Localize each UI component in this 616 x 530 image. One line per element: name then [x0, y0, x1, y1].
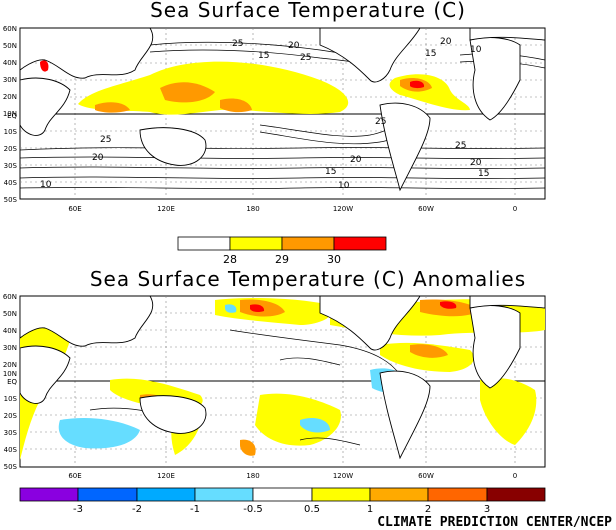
lat-label: 20S — [4, 145, 18, 153]
sst-contour-label: 20 — [288, 41, 300, 51]
lat-label: 60N — [3, 293, 17, 301]
sst-contour-label: 25 — [300, 53, 311, 63]
lat-label: 30N — [3, 344, 17, 352]
sst-contour-label: 15 — [478, 169, 489, 179]
lat-label: 50N — [3, 310, 17, 318]
lat-label: 50N — [3, 42, 17, 50]
lat-label: 30S — [4, 162, 18, 170]
lon-label: 60W — [418, 472, 434, 480]
lat-label: 40N — [3, 327, 17, 335]
lat-label: 10N — [3, 370, 17, 378]
lon-label: 0 — [513, 472, 517, 480]
sst-map: 25 20 15 25 20 15 10 25 20 25 20 15 10 2… — [3, 25, 546, 266]
lat-label: 30S — [4, 429, 18, 437]
colorbar-swatch — [369, 487, 429, 502]
sst-contour-label: 20 — [92, 153, 104, 163]
lon-label: 120W — [333, 205, 353, 213]
sst-contour-label: 20 — [470, 158, 482, 168]
anomaly-map-title: Sea Surface Temperature (C) Anomalies — [89, 267, 527, 291]
colorbar-label: -1 — [190, 504, 200, 515]
lat-label: 50S — [4, 196, 18, 204]
colorbar-label: -0.5 — [243, 504, 263, 515]
sst-contour-label: 15 — [325, 167, 336, 177]
colorbar-label: -3 — [73, 504, 83, 515]
sst-contour-label: 10 — [470, 45, 482, 55]
lon-label: 180 — [246, 205, 259, 213]
sst-contour-label: 20 — [440, 37, 452, 47]
sst-map-title: Sea Surface Temperature (C) — [150, 0, 466, 22]
sst-contour-label: 25 — [375, 117, 386, 127]
lon-label: 120E — [157, 472, 175, 480]
sst-contour-label: 10 — [40, 180, 52, 190]
colorbar-label: 29 — [275, 253, 289, 266]
colorbar-swatch — [311, 487, 371, 502]
lon-label: 120W — [333, 472, 353, 480]
lat-label: 10N — [3, 110, 17, 118]
colorbar-swatch — [136, 487, 196, 502]
colorbar-label: -2 — [132, 504, 142, 515]
lat-label: 10S — [4, 128, 18, 136]
sst-contour-label: 20 — [350, 155, 362, 165]
sst-contour-label: 25 — [232, 39, 243, 49]
lat-label: 10S — [4, 395, 18, 403]
lon-label: 120E — [157, 205, 175, 213]
sst-contour-label: 25 — [100, 135, 111, 145]
lat-label: EQ — [7, 112, 17, 120]
colorbar-swatch — [281, 236, 335, 251]
colorbar-swatch — [177, 236, 231, 251]
lat-label: 50S — [4, 463, 18, 471]
lat-label: 60N — [3, 25, 17, 33]
sst-warm-pool — [40, 60, 470, 115]
lat-label: 20N — [3, 361, 17, 369]
colorbar-label: 0.5 — [304, 504, 320, 515]
colorbar-label: 30 — [327, 253, 341, 266]
colorbar-swatch — [252, 487, 313, 502]
colorbar-label: 3 — [484, 504, 490, 515]
colorbar-swatch — [229, 236, 283, 251]
sst-contour-label: 15 — [425, 49, 436, 59]
lat-label: 30N — [3, 76, 17, 84]
colorbar-swatch — [333, 236, 387, 251]
lon-label: 180 — [246, 472, 259, 480]
colorbar-label: 2 — [425, 504, 431, 515]
sst-colorbar: 28 29 30 — [177, 236, 387, 266]
lon-label: 60E — [68, 472, 81, 480]
lat-label: EQ — [7, 378, 17, 386]
lat-label: 40S — [4, 179, 18, 187]
lat-label: 40S — [4, 446, 18, 454]
colorbar-swatch — [19, 487, 79, 502]
lon-label: 0 — [513, 205, 517, 213]
sst-contour-label: 15 — [258, 51, 269, 61]
colorbar-swatch — [194, 487, 254, 502]
lon-label: 60W — [418, 205, 434, 213]
lat-label: 20N — [3, 93, 17, 101]
colorbar-label: 28 — [223, 253, 237, 266]
colorbar-swatch — [77, 487, 138, 502]
anomaly-colorbar: -3 -2 -1 -0.5 0.5 1 2 3 — [19, 487, 546, 515]
anomaly-map: 60N 50N 40N 30N 20N 10N EQ 10S 20S 30S 4… — [3, 293, 546, 515]
sst-contour-label: 25 — [455, 141, 466, 151]
colorbar-swatch — [486, 487, 546, 502]
anomaly-land — [19, 295, 546, 460]
colorbar-swatch — [427, 487, 488, 502]
colorbar-label: 1 — [367, 504, 373, 515]
lat-label: 40N — [3, 59, 17, 67]
sst-contour-label: 10 — [338, 181, 350, 191]
credit-text: CLIMATE PREDICTION CENTER/NCEP — [377, 515, 612, 530]
lon-label: 60E — [68, 205, 81, 213]
lat-label: 20S — [4, 412, 18, 420]
sst-land — [19, 27, 546, 192]
